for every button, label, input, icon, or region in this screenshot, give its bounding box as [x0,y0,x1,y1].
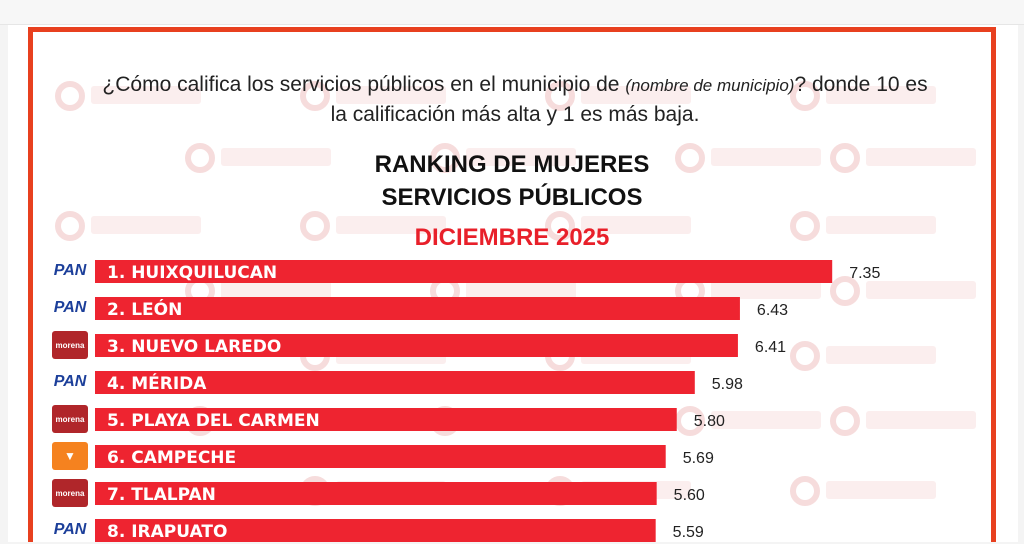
value-label: 5.69 [683,450,714,467]
value-label: 7.35 [849,265,880,282]
browser-top-bar [0,0,1024,25]
watermark-ring-icon [545,81,575,111]
rubrum-watermark [300,210,450,242]
watermark-ring-icon [430,143,460,173]
watermark-wordmark [336,216,446,234]
watermark-wordmark [866,281,976,299]
watermark-ring-icon [790,341,820,371]
watermark-wordmark [466,148,576,166]
rubrum-watermark [830,405,980,437]
bar [95,260,833,283]
bar [95,297,740,320]
watermark-ring-icon [55,211,85,241]
watermark-ring-icon [830,276,860,306]
bar [95,408,677,431]
bar [95,519,656,542]
value-label: 5.59 [673,524,704,541]
watermark-wordmark [91,216,201,234]
rubrum-watermark [675,142,825,174]
watermark-ring-icon [55,81,85,111]
watermark-ring-icon [300,211,330,241]
watermark-ring-icon [300,81,330,111]
question-placeholder: (nombre de municipio) [625,76,795,95]
watermark-ring-icon [185,143,215,173]
rubrum-watermark [675,405,825,437]
category-label: 8. IRAPUATO [107,522,227,542]
watermark-wordmark [336,86,446,104]
rubrum-watermark [545,80,695,112]
watermark-ring-icon [790,81,820,111]
pan-logo-icon: PAN [53,521,87,538]
watermark-ring-icon [790,211,820,241]
watermark-ring-icon [675,143,705,173]
category-label: 7. TLALPAN [107,485,216,505]
bar [95,371,695,394]
survey-question: ¿Cómo califica los servicios públicos en… [100,70,930,129]
watermark-wordmark [826,481,936,499]
watermark-ring-icon [830,406,860,436]
watermark-wordmark [91,86,201,104]
watermark-wordmark [221,148,331,166]
category-label: 2. LEÓN [107,298,182,320]
watermark-wordmark [221,281,331,299]
watermark-wordmark [866,148,976,166]
rubrum-watermark [790,340,940,372]
watermark-wordmark [581,216,691,234]
chart-title-line2: SERVICIOS PÚBLICOS [381,184,643,211]
value-label: 5.98 [712,376,743,393]
value-label: 5.80 [694,413,725,430]
movimiento-ciudadano-logo-icon: ▼ [52,442,88,470]
rubrum-watermark [790,210,940,242]
category-label: 1. HUIXQUILUCAN [107,263,277,283]
category-label: 5. PLAYA DEL CARMEN [107,411,320,431]
bar [95,334,738,357]
pan-logo-icon: PAN [53,299,87,316]
question-text: ¿Cómo califica los servicios públicos en… [102,73,626,96]
morena-logo-icon: morena [52,479,88,507]
watermark-wordmark [826,346,936,364]
question-text-end: ? donde 10 es la calificación más alta y… [330,73,928,126]
morena-logo-icon: morena [52,405,88,433]
watermark-ring-icon [790,476,820,506]
watermark-wordmark [866,411,976,429]
watermark-wordmark [711,411,821,429]
pan-logo-icon: PAN [53,262,87,279]
watermark-wordmark [466,281,576,299]
value-label: 6.41 [755,339,786,356]
rubrum-watermark [55,80,205,112]
bar [95,482,657,505]
watermark-ring-icon [545,211,575,241]
watermark-wordmark [826,86,936,104]
rubrum-watermark [55,210,205,242]
rubrum-watermark [430,142,580,174]
rubrum-watermark [830,142,980,174]
watermark-ring-icon [830,143,860,173]
watermark-wordmark [826,216,936,234]
chart-subtitle: DICIEMBRE 2025 [414,224,610,251]
category-label: 4. MÉRIDA [107,372,207,394]
value-label: 6.43 [757,302,788,319]
watermark-wordmark [711,281,821,299]
category-label: 3. NUEVO LAREDO [107,337,281,357]
bar [95,445,666,468]
watermark-wordmark [711,148,821,166]
pan-logo-icon: PAN [53,373,87,390]
rubrum-watermark [185,142,335,174]
watermark-ring-icon [675,406,705,436]
rubrum-watermark [545,210,695,242]
value-label: 5.60 [674,487,705,504]
watermark-wordmark [581,86,691,104]
category-label: 6. CAMPECHE [107,448,236,468]
rubrum-watermark [790,80,940,112]
rubrum-watermark [790,475,940,507]
rubrum-watermark [830,275,980,307]
chart-title-line1: RANKING DE MUJERES [374,151,650,178]
morena-logo-icon: morena [52,331,88,359]
rubrum-watermark [300,80,450,112]
